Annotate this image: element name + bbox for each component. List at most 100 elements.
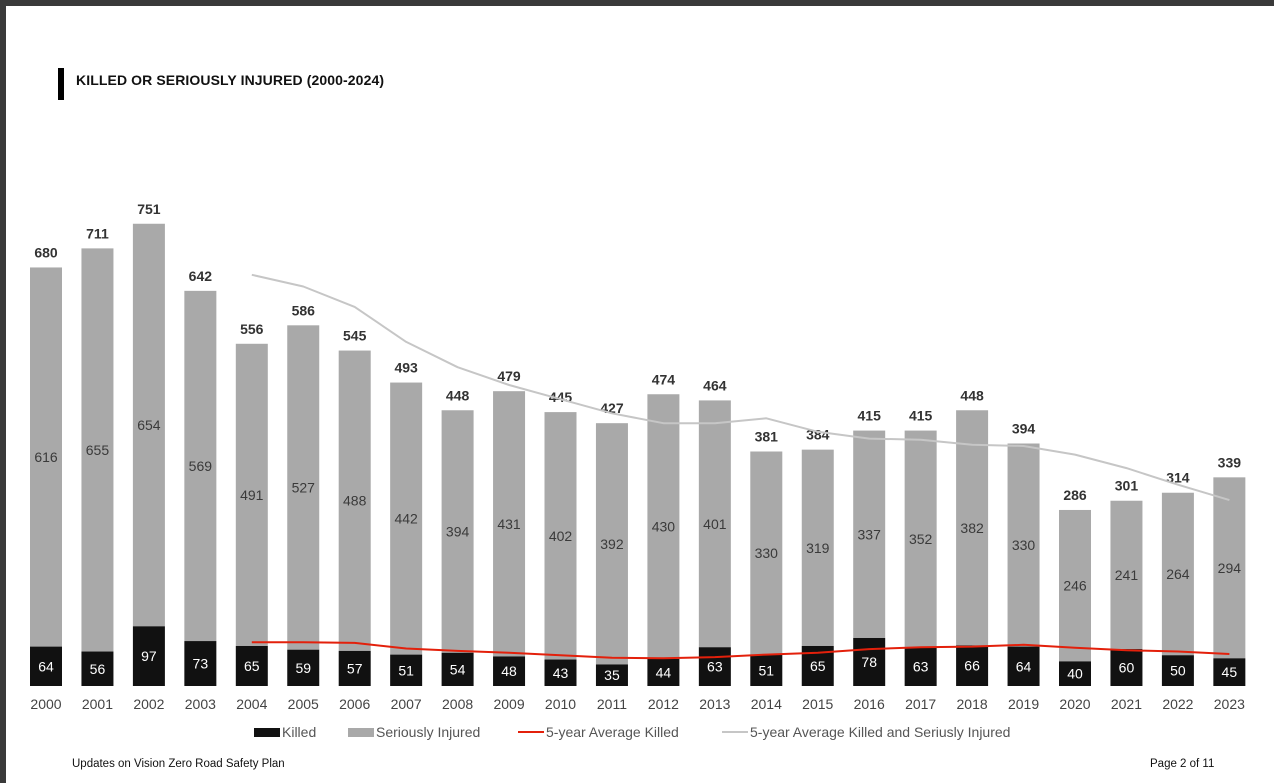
x-tick-label: 2005 [288,696,319,712]
data-label-total: 642 [189,268,213,284]
data-label-killed: 64 [1016,658,1032,674]
data-label-injured: 394 [446,524,470,540]
data-label-killed: 56 [90,661,106,677]
bar-seriously-injured [30,267,62,647]
bar-killed [493,656,526,686]
x-tick-label: 2006 [339,696,370,712]
title-accent-bar [58,68,64,100]
bar-killed [441,652,474,686]
data-label-killed: 97 [141,648,157,664]
x-tick-label: 2014 [751,696,782,712]
data-label-injured: 330 [755,545,779,561]
x-tick-label: 2003 [185,696,216,712]
x-tick-label: 2007 [391,696,422,712]
data-label-injured: 616 [34,449,58,465]
x-tick-label: 2001 [82,696,113,712]
bar-seriously-injured [1059,509,1091,662]
bar-killed [235,645,268,686]
data-label-injured: 319 [806,540,830,556]
bar-seriously-injured [1007,443,1040,647]
data-label-killed: 78 [861,654,877,670]
data-label-killed: 35 [604,667,620,683]
bar-killed [1059,661,1091,686]
chart-legend: Killed Seriously Injured 5-year Average … [6,724,1274,746]
bar-seriously-injured [750,451,783,655]
legend-label-avg-ksi: 5-year Average Killed and Seriusly Injur… [750,724,1011,740]
x-tick-label: 2011 [597,696,627,712]
x-tick-label: 2020 [1059,696,1090,712]
x-tick-label: 2023 [1214,696,1245,712]
data-label-injured: 654 [137,417,161,433]
bar-seriously-injured [81,248,114,652]
x-tick-label: 2013 [699,696,730,712]
bar-killed [904,647,937,686]
legend-label-killed: Killed [282,724,317,740]
bar-seriously-injured [390,382,423,655]
data-label-killed: 65 [810,658,826,674]
bar-killed [750,654,783,686]
bar-seriously-injured [441,410,474,653]
bar-seriously-injured [956,410,989,646]
data-label-total: 479 [497,368,521,384]
x-tick-label: 2004 [236,696,267,712]
bar-killed [30,646,62,686]
data-label-injured: 246 [1063,578,1087,594]
x-tick-label: 2015 [802,696,833,712]
bar-seriously-injured [132,223,165,627]
data-label-total: 493 [394,360,418,376]
bar-killed [1213,658,1246,686]
data-label-injured: 401 [703,516,727,532]
bar-seriously-injured [801,449,834,646]
legend-swatch-avg-ksi [722,731,748,733]
data-label-injured: 488 [343,493,367,509]
data-label-total: 545 [343,328,367,344]
line-5yr-avg-ksi [251,273,1230,502]
data-label-injured: 382 [960,520,984,536]
bar-seriously-injured [904,430,937,648]
bar-seriously-injured [184,290,217,642]
data-label-total: 381 [755,428,779,444]
data-label-killed: 66 [964,658,980,674]
data-label-injured: 431 [497,516,521,532]
bar-killed [1161,655,1194,686]
data-label-total: 474 [652,371,676,387]
data-label-killed: 64 [38,658,54,674]
bar-killed [544,659,577,686]
data-label-killed: 63 [707,659,723,675]
data-label-killed: 40 [1067,666,1083,682]
data-label-injured: 294 [1218,560,1242,576]
x-tick-label: 2012 [648,696,679,712]
x-tick-label: 2022 [1162,696,1193,712]
x-tick-label: 2009 [493,696,524,712]
bar-seriously-injured [1213,477,1246,659]
bar-killed [647,658,680,686]
data-label-injured: 402 [549,528,573,544]
legend-item-injured: Seriously Injured [348,724,480,740]
bar-killed [132,626,165,686]
data-label-total: 415 [858,408,882,424]
data-label-total: 751 [137,201,161,217]
bar-seriously-injured [287,325,320,650]
bar-seriously-injured [338,350,371,651]
data-label-killed: 73 [193,656,209,672]
chart-title: KILLED OR SERIOUSLY INJURED (2000-2024) [76,72,385,88]
data-label-killed: 51 [759,662,775,678]
data-label-total: 415 [909,408,933,424]
data-label-total: 301 [1115,478,1139,494]
data-label-killed: 50 [1170,663,1186,679]
legend-swatch-killed [254,727,280,737]
bar-killed [338,650,371,686]
data-label-injured: 264 [1166,566,1190,582]
data-label-injured: 392 [600,536,624,552]
bar-seriously-injured [647,394,680,659]
x-tick-label: 2021 [1111,696,1142,712]
data-label-killed: 48 [501,663,517,679]
data-label-total: 586 [292,302,316,318]
legend-label-avg-killed: 5-year Average Killed [546,724,679,740]
bar-seriously-injured [493,391,526,657]
bar-killed [81,651,114,686]
data-label-total: 314 [1166,470,1190,486]
legend-item-avg-killed: 5-year Average Killed [518,724,679,740]
x-tick-label: 2002 [133,696,164,712]
report-page: KILLED OR SERIOUSLY INJURED (2000-2024) … [6,6,1274,783]
